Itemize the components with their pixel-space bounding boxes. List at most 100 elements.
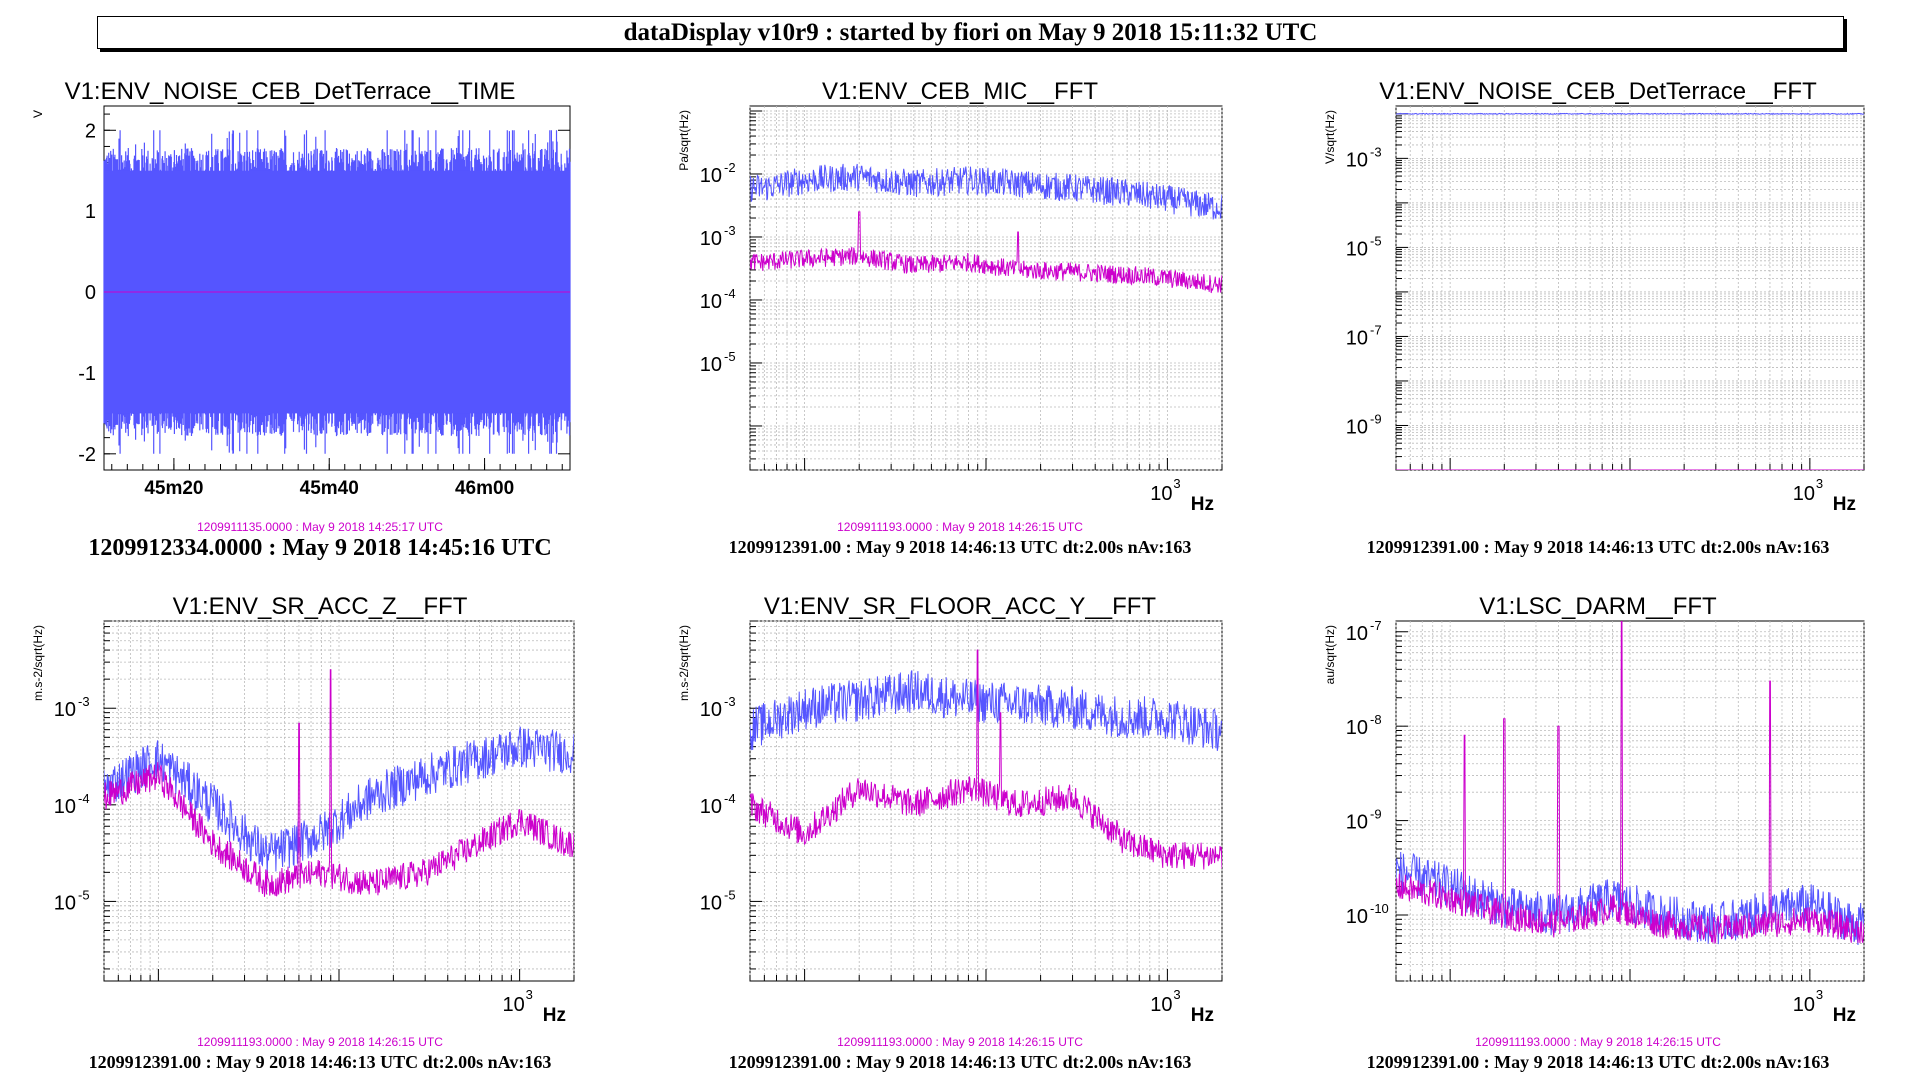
panel-acc-z: V1:ENV_SR_ACC_Z__FFT m.s-2/sqrt(Hz) 10 -5 1… [0,585,640,1081]
x-tick-label: 10 [1150,483,1172,505]
chart-time: V -2 -1 0 1 2 45m20 45m40 46m00 [31,105,571,499]
y-tick-exponent: -5 [1370,233,1382,248]
panel-title: V1:ENV_NOISE_CEB_DetTerrace__TIME [64,78,516,105]
header-title: dataDisplay v10r9 : started by fiori on … [623,18,1318,46]
plot-area [1395,105,1865,471]
y-tick-exponent: -4 [78,791,90,806]
plot-area [749,105,1223,471]
series-live [104,726,574,875]
caption-ref: 1209911193.0000 : May 9 2018 14:26:15 UT… [837,1035,1083,1049]
panel-time: V1:ENV_NOISE_CEB_DetTerrace__TIME V -2 -1 0… [0,70,640,570]
caption-ref: 1209911193.0000 : May 9 2018 14:26:15 UT… [837,520,1083,534]
y-axis-label: V/sqrt(Hz) [1323,110,1337,164]
chart-acc-z: m.s-2/sqrt(Hz)10-510-410-310 3Hz [31,620,575,1026]
x-tick-label: 10 [1793,994,1815,1016]
series-live [1396,112,1864,116]
series-group [750,649,1222,870]
x-tick-label: 46m00 [455,478,514,499]
x-tick-label: 10 [503,994,525,1016]
y-tick-exponent: -5 [724,887,736,902]
x-axis-label: Hz [1191,494,1214,515]
series-live [750,163,1222,220]
chart-mic: Pa/sqrt(Hz)10-510-410-310-210 3Hz [677,105,1223,515]
y-tick-exponent: -9 [1370,807,1382,822]
x-tick-exponent: 3 [1816,476,1823,491]
caption-main: 1209912391.00 : May 9 2018 14:46:13 UTC … [1366,1052,1830,1072]
y-tick-label: -1 [78,363,96,385]
x-tick-exponent: 3 [1173,987,1180,1002]
y-tick-exponent: -3 [724,223,736,238]
grid [749,620,1223,981]
panel-mic: V1:ENV_CEB_MIC__FFT Pa/sqrt(Hz) 10 -5 10 -4 1… [640,70,1280,570]
y-tick-label: 10 [700,892,722,914]
grid [1395,621,1865,982]
x-tick-label: 45m40 [300,478,359,499]
x-tick-label: 45m20 [144,478,203,499]
y-axis-label: au/sqrt(Hz) [1323,625,1337,684]
x-axis-label: Hz [1833,494,1856,515]
y-tick-label: 10 [1346,149,1368,171]
x-tick-exponent: 3 [1816,987,1823,1002]
panel-title: V1:ENV_CEB_MIC__FFT [821,78,1099,105]
y-tick-label: 10 [1346,717,1368,739]
series-ref [104,669,574,897]
chart-noise-fft: V/sqrt(Hz)10-910-710-510-310 3Hz [1323,105,1865,515]
caption-ref: 1209911193.0000 : May 9 2018 14:26:15 UT… [197,1035,443,1049]
y-tick-exponent: -9 [1370,411,1382,426]
y-tick-exponent: -7 [1370,322,1382,337]
plot-area [103,105,571,471]
panel-floor-acc-y: V1:ENV_SR_FLOOR_ACC_Y__FFT m.s-2/sqrt(Hz… [640,585,1280,1081]
caption-ref: 1209911193.0000 : May 9 2018 14:26:15 UT… [1475,1035,1721,1049]
y-tick-label: 2 [85,120,96,142]
chart-floor-acc-y: m.s-2/sqrt(Hz)10-510-410-310 3Hz [677,620,1223,1026]
x-tick-label: 10 [1150,994,1172,1016]
y-tick-label: -2 [78,444,96,466]
panel-title: V1:ENV_NOISE_CEB_DetTerrace__FFT [1379,78,1817,105]
plot-area [1395,620,1865,982]
caption-ref: 1209911135.0000 : May 9 2018 14:25:17 UT… [197,520,443,534]
y-axis-label: Pa/sqrt(Hz) [677,110,691,171]
y-tick-exponent: -3 [724,694,736,709]
series-ref [750,649,1222,870]
x-axis-label: Hz [1191,1005,1214,1026]
x-tick-exponent: 3 [1173,476,1180,491]
caption-main: 1209912391.00 : May 9 2018 14:46:13 UTC … [728,537,1192,557]
y-tick-exponent: -4 [724,791,736,806]
y-tick-label: 10 [700,228,722,250]
header-banner: dataDisplay v10r9 : started by fiori on … [97,16,1844,49]
caption-main: 1209912334.0000 : May 9 2018 14:45:16 UT… [88,535,552,561]
y-tick-label: 10 [1346,623,1368,645]
panel-title: V1:ENV_SR_ACC_Z__FFT [172,593,468,620]
y-axis-label: V [31,110,45,118]
x-tick-label: 10 [1793,483,1815,505]
y-tick-exponent: -10 [1370,901,1389,916]
grid [1395,106,1865,471]
series-group [750,163,1222,294]
y-tick-label: 10 [1346,238,1368,260]
y-tick-label: 10 [700,165,722,187]
series-group [1396,112,1864,470]
plot-area [103,620,575,982]
panel-title: V1:LSC_DARM__FFT [1479,593,1717,620]
y-tick-label: 10 [700,354,722,376]
panel-title: V1:ENV_SR_FLOOR_ACC_Y__FFT [763,593,1157,620]
y-tick-label: 10 [54,892,76,914]
y-tick-exponent: -4 [724,286,736,301]
plot-area [749,620,1223,982]
caption-main: 1209912391.00 : May 9 2018 14:46:13 UTC … [88,1052,552,1072]
y-tick-exponent: -8 [1370,712,1382,727]
y-tick-label: 1 [85,201,96,223]
y-tick-label: 10 [54,796,76,818]
y-axis-label: m.s-2/sqrt(Hz) [31,625,45,701]
series-ref [1396,621,1864,944]
y-axis-label: m.s-2/sqrt(Hz) [677,625,691,701]
series-ref [750,211,1222,294]
y-tick-label: 10 [700,796,722,818]
x-axis-label: Hz [1833,1005,1856,1026]
x-axis-label: Hz [543,1005,566,1026]
panel-darm: V1:LSC_DARM__FFT au/sqrt(Hz) 10 -10 10 -9 10-… [1280,585,1916,1081]
y-tick-exponent: -2 [724,160,736,175]
y-tick-label: 10 [700,291,722,313]
y-tick-label: 10 [54,699,76,721]
